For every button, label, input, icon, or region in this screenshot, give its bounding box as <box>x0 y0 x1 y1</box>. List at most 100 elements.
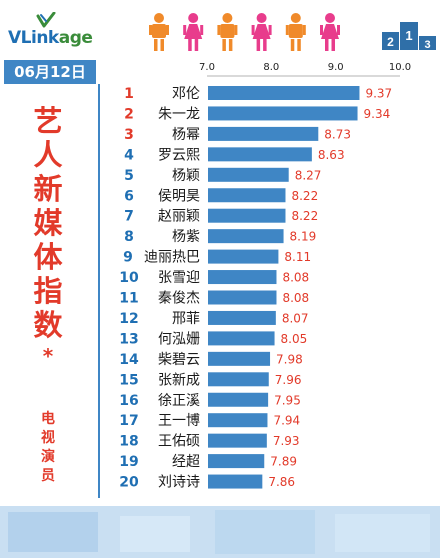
x-tick-label: 7.0 <box>199 62 215 73</box>
score-bar <box>208 270 277 285</box>
person-figure <box>285 13 306 51</box>
person-arm <box>183 25 187 35</box>
person-leg <box>154 39 158 51</box>
rank-number: 3 <box>124 127 134 143</box>
side-subtitle-char: 演 <box>41 449 55 465</box>
person-arm <box>268 25 272 35</box>
people-icon <box>149 13 340 51</box>
person-arm <box>149 25 152 35</box>
rank-number: 7 <box>124 209 134 225</box>
score-bar <box>208 188 286 203</box>
score-bar <box>208 290 277 305</box>
score-label: 8.73 <box>324 127 351 141</box>
person-leg <box>325 39 329 51</box>
person-arm <box>251 25 255 35</box>
person-arm <box>337 25 340 35</box>
person-head <box>222 13 233 23</box>
score-bar <box>208 474 263 489</box>
person-head <box>188 13 199 23</box>
score-bar <box>208 126 319 141</box>
ranking-chart: 7.0 8.0 9.0 10.0 1 邓伦 9.37 2 朱一龙 9.34 3 杨幂 8.73 4 罗云熙 8… <box>119 62 411 491</box>
person-arm <box>200 25 204 35</box>
side-subtitle-char: 视 <box>41 430 55 446</box>
side-star: * <box>42 344 54 368</box>
side-title-char: 新 <box>33 172 63 206</box>
person-figure <box>149 13 169 51</box>
rank-number: 16 <box>119 393 138 409</box>
date-badge: 06月12日 <box>4 60 96 84</box>
score-label: 8.27 <box>295 168 322 182</box>
person-arm <box>217 25 221 35</box>
side-subtitle-char: 电 <box>41 411 55 427</box>
svg-text:3: 3 <box>424 39 430 50</box>
rank-number: 15 <box>119 372 138 388</box>
person-leg <box>331 39 335 51</box>
svg-text:1: 1 <box>405 28 412 43</box>
person-leg <box>290 39 295 51</box>
person-leg <box>194 39 199 51</box>
score-label: 8.05 <box>281 332 308 346</box>
side-title-char: 数 <box>33 308 63 342</box>
side-title-char: 人 <box>33 138 63 172</box>
score-bar <box>208 147 312 162</box>
score-bar <box>208 331 275 346</box>
vlinkage-logo-icon <box>36 12 56 28</box>
score-label: 9.37 <box>365 87 392 101</box>
logo-text: VLinkage <box>8 28 93 48</box>
score-bar <box>208 351 271 366</box>
person-leg <box>297 39 301 51</box>
score-bar <box>208 106 358 121</box>
person-leg <box>222 39 226 51</box>
score-label: 8.07 <box>282 311 309 325</box>
artist-name: 邓伦 <box>172 86 200 102</box>
left-divider <box>98 84 100 498</box>
score-bar <box>208 86 360 100</box>
artist-name: 刘诗诗 <box>158 475 200 491</box>
x-tick-label: 8.0 <box>263 62 279 73</box>
rank-number: 13 <box>119 331 138 347</box>
footer-strip <box>0 506 440 558</box>
artist-name: 经超 <box>172 454 200 470</box>
person-arm <box>166 25 169 35</box>
person-leg <box>160 39 164 51</box>
artist-name: 王一博 <box>158 412 200 429</box>
side-title: 艺 人 新 媒 体 指 数 <box>28 104 68 342</box>
person-figure <box>183 13 204 51</box>
rank-number: 14 <box>119 352 139 368</box>
rank-number: 4 <box>124 147 134 163</box>
score-label: 8.63 <box>318 148 345 162</box>
person-body <box>152 24 166 38</box>
svg-text:2: 2 <box>387 35 394 49</box>
artist-name: 杨紫 <box>172 229 200 245</box>
score-bar <box>208 167 289 182</box>
score-label: 8.19 <box>290 230 317 244</box>
score-label: 7.94 <box>273 414 300 428</box>
person-body <box>288 24 303 38</box>
person-arm <box>302 25 306 35</box>
rank-number: 9 <box>123 250 133 266</box>
score-label: 8.08 <box>282 271 309 285</box>
rank-number: 8 <box>124 229 134 245</box>
score-label: 7.89 <box>270 455 297 469</box>
logo-text-suffix: age <box>58 28 93 48</box>
score-label: 7.95 <box>274 393 301 407</box>
score-label: 8.22 <box>291 189 318 203</box>
side-subtitle: 电 视 演 员 <box>38 410 58 486</box>
score-label: 8.22 <box>291 209 318 223</box>
artist-name: 何泓姗 <box>158 331 200 347</box>
artist-name: 王佑硕 <box>158 434 200 450</box>
rank-number: 1 <box>124 86 134 102</box>
person-body <box>220 24 235 38</box>
podium-icon: 2 1 3 <box>382 22 436 50</box>
person-leg <box>263 39 267 51</box>
artist-name: 张雪迎 <box>158 270 200 286</box>
x-tick-label: 9.0 <box>328 62 344 73</box>
person-figure <box>320 13 340 51</box>
side-title-char: 媒 <box>33 206 63 240</box>
artist-name: 侯明昊 <box>158 188 200 204</box>
person-arm <box>320 25 323 35</box>
score-label: 7.86 <box>268 475 295 489</box>
person-head <box>256 13 267 23</box>
score-label: 7.96 <box>275 373 302 387</box>
score-bar <box>208 413 268 428</box>
